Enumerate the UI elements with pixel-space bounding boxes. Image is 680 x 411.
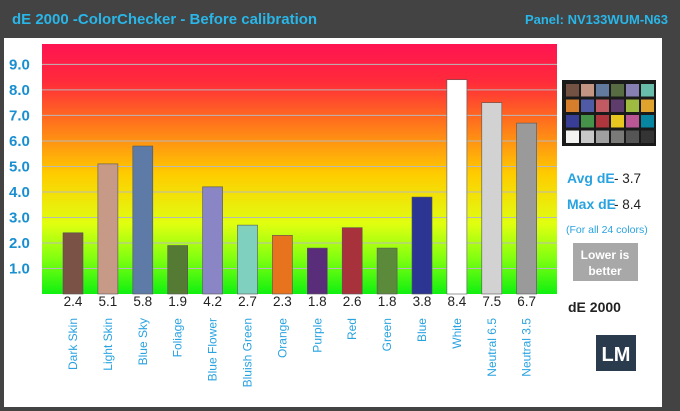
colorchecker-swatch	[581, 130, 594, 143]
category-label: Orange	[275, 318, 289, 358]
colorchecker-swatch	[596, 115, 609, 128]
colorchecker-swatch	[641, 84, 654, 97]
bar-value-label: 4.2	[203, 294, 222, 309]
category-label: Purple	[310, 318, 324, 353]
category-label: Dark Skin	[66, 318, 80, 370]
y-axis: 1.0 2.0 3.0 4.0 5.0 6.0 7.0 8.0 9.0	[9, 56, 30, 277]
bars	[62, 79, 538, 295]
bar	[132, 145, 154, 295]
colorchecker-swatch	[611, 115, 624, 128]
bar-value-label: 2.3	[273, 294, 292, 309]
colorchecker-swatch	[596, 130, 609, 143]
y-tick-label: 1.0	[9, 260, 30, 277]
colorchecker-swatch	[581, 84, 594, 97]
category-label: Blue Sky	[136, 318, 150, 365]
bar	[97, 163, 119, 295]
bar-value-label: 5.8	[133, 294, 152, 309]
bar	[411, 196, 433, 295]
colorchecker-swatch	[626, 130, 639, 143]
colorchecker-swatch	[596, 84, 609, 97]
colorchecker-swatch	[566, 115, 579, 128]
bar	[62, 232, 84, 295]
bar-value-label: 7.5	[482, 294, 501, 309]
bar-value-label: 2.6	[343, 294, 362, 309]
colorchecker-swatch	[581, 115, 594, 128]
colorchecker-swatch	[626, 115, 639, 128]
bar-value-label: 5.1	[99, 294, 118, 309]
unit-label: dE 2000	[568, 299, 621, 315]
bar-value-label: 2.7	[238, 294, 257, 309]
category-label: Bluish Green	[241, 318, 255, 387]
y-tick-label: 8.0	[9, 82, 30, 99]
panel-label: Panel: NV133WUM-N63	[525, 12, 668, 27]
lower-is-better-line2: better	[588, 264, 622, 278]
max-de-value: - 8.4	[614, 197, 642, 212]
colorchecker-swatch	[611, 84, 624, 97]
bar-value-label: 1.8	[378, 294, 397, 309]
bar	[272, 235, 293, 295]
y-tick-label: 4.0	[9, 184, 30, 201]
category-label: Red	[345, 318, 359, 340]
max-de-label: Max dE	[567, 196, 616, 212]
colorchecker-swatch	[596, 99, 609, 112]
colorchecker-swatch	[611, 130, 624, 143]
y-tick-label: 3.0	[9, 209, 30, 226]
colorchecker-swatch	[581, 99, 594, 112]
bar	[306, 247, 328, 295]
bar-value-label: 1.9	[168, 294, 187, 309]
y-tick-label: 9.0	[9, 56, 30, 73]
bar-value-label: 1.8	[308, 294, 327, 309]
grid	[42, 63, 557, 269]
category-label: Green	[380, 318, 394, 351]
bar	[446, 79, 468, 295]
colorchecker-swatch	[641, 99, 654, 112]
colorchecker-swatch	[566, 99, 579, 112]
bar-value-label: 8.4	[448, 294, 467, 309]
all-colors-note: (For all 24 colors)	[566, 224, 648, 236]
bar-value-label: 3.8	[413, 294, 432, 309]
category-label: Light Skin	[101, 318, 115, 371]
y-tick-label: 6.0	[9, 133, 30, 150]
bar	[167, 245, 188, 295]
value-labels: 2.4 5.1 5.8 1.9 4.2 2.7 2.3 1.8 2.6 1.8 3.8 8.4 7.5 6…	[64, 294, 536, 309]
y-tick-label: 2.0	[9, 235, 30, 252]
colorchecker-swatch	[641, 115, 654, 128]
category-label: Neutral 3.5	[520, 318, 534, 377]
bar	[481, 102, 503, 295]
category-label: Foliage	[171, 318, 185, 358]
plot-area	[42, 44, 557, 294]
colorchecker-thumbnail	[562, 80, 656, 146]
bar	[376, 247, 398, 295]
colorchecker-swatch	[626, 84, 639, 97]
avg-de-label: Avg dE	[567, 170, 615, 186]
bar	[516, 122, 538, 295]
category-label: Neutral 6.5	[485, 318, 499, 377]
category-label: Blue Flower	[206, 318, 220, 381]
lm-logo	[596, 335, 636, 371]
colorchecker-swatch	[566, 130, 579, 143]
colorchecker-swatch	[626, 99, 639, 112]
category-labels: Dark Skin Light Skin Blue Sky Foliage Blue F…	[66, 318, 534, 388]
bar-value-label: 2.4	[64, 294, 83, 309]
y-tick-label: 7.0	[9, 107, 30, 124]
y-tick-label: 5.0	[9, 158, 30, 175]
lm-logo-text: LM	[602, 344, 631, 366]
bar	[202, 186, 223, 295]
chart-title: dE 2000 -ColorChecker - Before calibrati…	[12, 11, 317, 28]
bar-value-label: 6.7	[517, 294, 536, 309]
category-label: Blue	[415, 318, 429, 342]
lower-is-better-badge	[573, 243, 638, 281]
lower-is-better-line1: Lower is	[581, 248, 630, 262]
colorchecker-swatch	[641, 130, 654, 143]
colorchecker-swatch	[566, 84, 579, 97]
category-label: White	[450, 318, 464, 349]
bar	[341, 227, 363, 295]
bar	[237, 224, 258, 295]
avg-de-value: - 3.7	[614, 171, 641, 186]
colorchecker-swatch	[611, 99, 624, 112]
